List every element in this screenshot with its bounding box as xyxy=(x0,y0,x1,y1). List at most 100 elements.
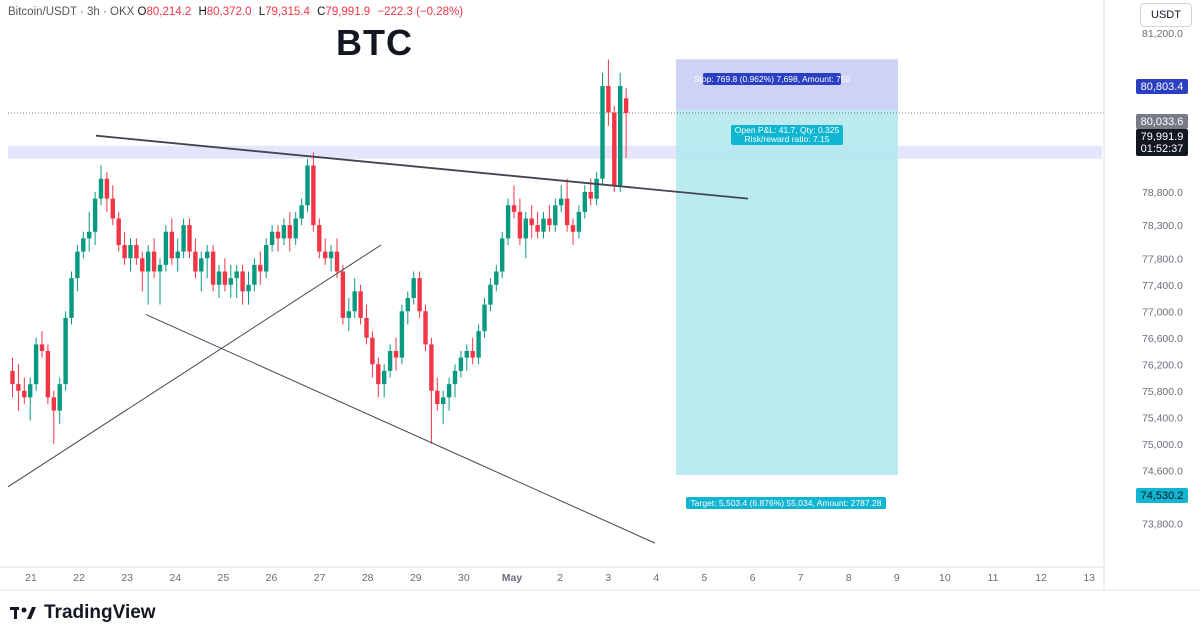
candle-body xyxy=(28,384,33,398)
pnl-label-box[interactable]: Open P&L: 41.7, Qty: 0.325 Risk/reward r… xyxy=(731,125,843,145)
candle-body xyxy=(104,178,110,199)
candle-body xyxy=(423,311,428,345)
close-value: 79,991.9 xyxy=(325,6,371,18)
candle-body xyxy=(323,251,328,259)
low-label: L xyxy=(258,6,266,18)
candle-body xyxy=(328,251,334,259)
candle-body xyxy=(193,251,198,272)
candle-body xyxy=(151,251,157,272)
candle-body xyxy=(134,245,139,259)
candle-body xyxy=(505,205,511,239)
candle-body xyxy=(441,397,446,404)
price-tick-label: 77,800.0 xyxy=(1142,253,1183,265)
time-tick-label: 30 xyxy=(458,572,470,584)
candle-body xyxy=(435,390,440,404)
candle-body xyxy=(45,351,51,398)
price-tick-label: 78,300.0 xyxy=(1142,220,1183,232)
price-tick-label: 73,800.0 xyxy=(1142,518,1183,530)
candle-body xyxy=(87,231,92,239)
candle-body xyxy=(470,351,475,358)
time-tick-label: 27 xyxy=(314,572,326,584)
time-tick-label: 2 xyxy=(557,572,563,584)
candle-body xyxy=(140,258,145,272)
candle-body xyxy=(264,245,269,272)
risk-reward-label: Risk/reward ratio: 7.15 xyxy=(744,134,830,144)
candle-body xyxy=(364,317,369,338)
candle-body xyxy=(252,264,257,285)
price-tick-label: 76,600.0 xyxy=(1142,333,1183,345)
symbol-label: Bitcoin/USDT · 3h · OKX xyxy=(8,6,135,18)
candle-body xyxy=(376,364,381,385)
countdown-tag: 01:52:37 xyxy=(1136,141,1188,156)
candle-body xyxy=(399,311,405,358)
tradingview-logo-icon xyxy=(10,607,36,619)
entry-price-tag: 80,033.6 xyxy=(1136,114,1188,129)
candle-body xyxy=(494,271,499,285)
candle-body xyxy=(216,271,222,285)
candle-body xyxy=(588,192,593,199)
candle-body xyxy=(334,251,340,272)
target-label[interactable]: Target: 5,503.4 (6.876%) 55,034, Amount:… xyxy=(686,497,886,509)
resistance-band xyxy=(8,145,1102,159)
time-tick-label: 22 xyxy=(73,572,85,584)
candle-body xyxy=(417,278,422,312)
candle-body xyxy=(464,351,469,358)
candle-body xyxy=(541,218,546,232)
candle-body xyxy=(128,245,133,259)
time-tick-label: 23 xyxy=(121,572,133,584)
candle-body xyxy=(311,165,316,226)
candle-body xyxy=(169,231,174,259)
candle-body xyxy=(452,370,458,385)
candle-body xyxy=(535,225,540,232)
change-value: −222.3 (−0.28%) xyxy=(377,6,464,18)
candle-body xyxy=(600,86,605,179)
candle-body xyxy=(476,331,481,358)
candle-body xyxy=(92,198,98,232)
time-tick-label: 9 xyxy=(894,572,900,584)
candle-body xyxy=(293,218,298,239)
high-value: 80,372.0 xyxy=(206,6,252,18)
price-tick-label: 75,000.0 xyxy=(1142,439,1183,451)
candle-body xyxy=(482,304,487,332)
candle-body xyxy=(157,264,163,272)
candle-body xyxy=(228,278,233,285)
price-tick-label: 81,200.0 xyxy=(1142,28,1183,40)
candle-body xyxy=(553,205,558,226)
candle-body xyxy=(175,251,180,259)
candle-body xyxy=(612,112,617,186)
time-tick-label: 21 xyxy=(25,572,37,584)
candle-body xyxy=(411,278,416,298)
price-tick-label: 75,800.0 xyxy=(1142,386,1183,398)
candle-body xyxy=(458,357,464,371)
candle-body xyxy=(281,225,287,239)
candle-body xyxy=(570,225,576,232)
target-price-tag: 74,530.2 xyxy=(1136,488,1188,503)
time-tick-label: 11 xyxy=(988,572,999,584)
candle-body xyxy=(210,251,216,285)
time-tick-label: 13 xyxy=(1083,572,1095,584)
last-price-tag: 79,991.9 xyxy=(1136,129,1188,144)
candle-body xyxy=(205,251,210,259)
stop-price-tag: 80,803.4 xyxy=(1136,79,1188,94)
time-tick-label: 6 xyxy=(750,572,756,584)
candle-body xyxy=(199,258,204,272)
tradingview-logo: TradingView xyxy=(10,602,156,624)
candle-body xyxy=(275,231,281,239)
chart-annotation-title: BTC xyxy=(336,22,413,63)
time-tick-label: 3 xyxy=(605,572,611,584)
candle-body xyxy=(529,218,534,226)
candle-body xyxy=(51,397,56,411)
candle-body xyxy=(240,271,245,292)
candle-body xyxy=(269,231,275,245)
candle-body xyxy=(69,278,74,318)
candle-body xyxy=(393,351,399,358)
candle-body xyxy=(405,298,410,312)
time-tick-label: 7 xyxy=(798,572,804,584)
candle-body xyxy=(582,192,587,212)
stop-label[interactable]: Stop: 769.8 (0.962%) 7,698, Amount: 750 xyxy=(693,73,851,85)
currency-button[interactable]: USDT xyxy=(1140,3,1192,27)
open-value: 80,214.2 xyxy=(146,6,192,18)
candle-body xyxy=(340,271,346,318)
